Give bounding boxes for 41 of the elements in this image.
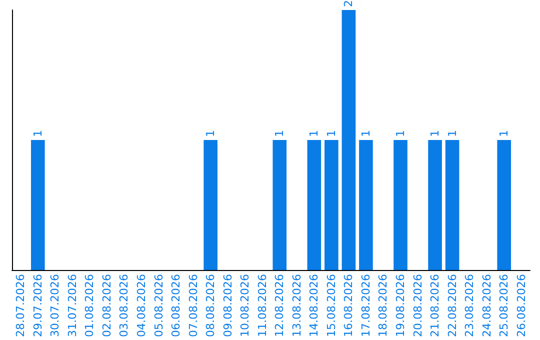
x-tick-label: 14.08.2026: [308, 274, 321, 337]
data-label: 1: [273, 130, 286, 137]
x-tick-label: 06.08.2026: [170, 274, 183, 337]
x-tick-label: 19.08.2026: [394, 274, 407, 337]
x-tick-label: 08.08.2026: [204, 274, 218, 337]
data-label: 1: [359, 130, 372, 137]
x-tick-label: 03.08.2026: [118, 274, 131, 337]
x-tick-label: 02.08.2026: [100, 274, 114, 337]
data-label: 1: [31, 130, 44, 137]
x-tick-label: 22.08.2026: [446, 274, 459, 337]
x-tick-label: 05.08.2026: [152, 274, 166, 337]
x-tick-label: 25.08.2026: [498, 274, 511, 337]
x-tick-label: 15.08.2026: [324, 274, 338, 337]
x-tick-label: 09.08.2026: [221, 274, 234, 337]
x-tick-label: 29.07.2026: [31, 274, 44, 337]
data-label: 1: [204, 130, 218, 137]
x-tick-label: 13.08.2026: [290, 274, 304, 337]
x-tick-label: 23.08.2026: [463, 274, 476, 337]
x-tick-label: 18.08.2026: [376, 274, 390, 337]
data-label: 1: [308, 130, 321, 137]
data-label: 1: [446, 130, 459, 137]
x-tick-label: 26.08.2026: [514, 274, 528, 337]
data-label: 1: [394, 130, 407, 137]
data-label: 2: [342, 0, 356, 7]
x-tick-label: 21.08.2026: [428, 274, 442, 337]
x-tick-label: 12.08.2026: [273, 274, 286, 337]
data-label: 1: [498, 130, 511, 137]
x-tick-label: 11.08.2026: [256, 274, 269, 337]
x-tick-label: 28.07.2026: [14, 274, 28, 337]
x-tick-label: 31.07.2026: [66, 274, 79, 337]
x-tick-label: 17.08.2026: [359, 274, 372, 337]
x-tick-label: 07.08.2026: [186, 274, 200, 337]
x-tick-label: 24.08.2026: [480, 274, 494, 337]
x-tick-label: 01.08.2026: [83, 274, 96, 337]
data-label: 1: [428, 130, 442, 137]
x-tick-label: 30.07.2026: [48, 274, 62, 337]
x-tick-label: 16.08.2026: [342, 274, 356, 337]
x-tick-label: 20.08.2026: [411, 274, 424, 337]
x-tick-label: 10.08.2026: [238, 274, 252, 337]
data-label: 1: [324, 130, 338, 137]
x-tick-label: 04.08.2026: [135, 274, 148, 337]
